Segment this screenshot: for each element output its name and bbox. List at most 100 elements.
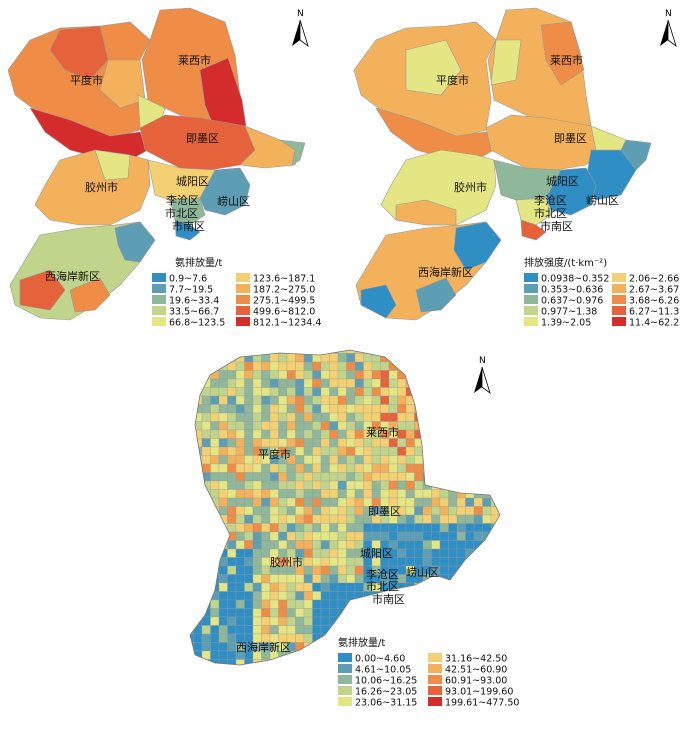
- grid-cell: [303, 497, 313, 507]
- grid-cell: [218, 608, 228, 618]
- grid-cell: [337, 446, 347, 456]
- grid-cell: [482, 523, 492, 533]
- grid-cell: [329, 506, 339, 516]
- grid-cell: [252, 574, 262, 584]
- grid-cell: [329, 455, 339, 465]
- grid-cell: [422, 370, 432, 380]
- grid-cell: [312, 599, 322, 609]
- grid-cell: [448, 608, 458, 618]
- label-laixi: 莱西市: [550, 53, 583, 67]
- label-xihaian: 西海岸新区: [236, 640, 291, 654]
- grid-cell: [269, 353, 279, 363]
- grid-cell: [278, 608, 288, 618]
- grid-cell: [337, 497, 347, 507]
- grid-cell: [269, 429, 279, 439]
- grid-cell: [295, 599, 305, 609]
- grid-cell: [482, 438, 492, 448]
- grid-cell: [261, 608, 271, 618]
- grid-cell: [448, 616, 458, 626]
- legend-label: 31.16~42.50: [445, 654, 507, 665]
- grid-cell: [354, 582, 364, 592]
- grid-cell: [473, 531, 483, 541]
- grid-cell: [499, 472, 500, 482]
- grid-cell: [439, 353, 449, 363]
- grid-cell: [456, 582, 466, 592]
- grid-cell: [235, 608, 245, 618]
- grid-cell: [405, 599, 415, 609]
- grid-cell: [422, 350, 432, 354]
- grid-cell: [473, 421, 483, 431]
- grid-cell: [235, 514, 245, 524]
- grid-cell: [312, 574, 322, 584]
- grid-cell: [465, 506, 475, 516]
- grid-cell: [303, 463, 313, 473]
- grid-cell: [303, 429, 313, 439]
- grid-cell: [473, 625, 483, 635]
- grid-cell: [269, 412, 279, 422]
- grid-cell: [218, 642, 228, 652]
- grid-cell: [337, 548, 347, 558]
- grid-cell: [431, 633, 441, 643]
- grid-cell: [201, 591, 211, 601]
- legend-label: 11.4~62.2: [629, 318, 679, 329]
- grid-cell: [261, 404, 271, 414]
- grid-cell: [320, 582, 330, 592]
- grid-cell: [405, 557, 415, 567]
- grid-cell: [201, 531, 211, 541]
- grid-cell: [252, 659, 262, 665]
- legend-label: 0.353~0.636: [541, 285, 603, 296]
- grid-cell: [227, 506, 237, 516]
- grid-cell: [473, 404, 483, 414]
- grid-cell: [312, 616, 322, 626]
- grid-cell: [303, 514, 313, 524]
- grid-cell: [431, 421, 441, 431]
- grid-cell: [482, 625, 492, 635]
- grid-cell: [473, 429, 483, 439]
- grid-cell: [286, 350, 296, 354]
- grid-cell: [193, 625, 203, 635]
- grid-cell: [465, 350, 475, 354]
- grid-cell: [303, 599, 313, 609]
- grid-cell: [414, 531, 424, 541]
- grid-cell: [235, 438, 245, 448]
- grid-cell: [320, 395, 330, 405]
- grid-cell: [295, 361, 305, 371]
- grid-cell: [490, 633, 500, 643]
- grid-cell: [397, 523, 407, 533]
- grid-cell: [380, 455, 390, 465]
- grid-cell: [456, 540, 466, 550]
- grid-cell: [388, 642, 398, 652]
- grid-cell: [210, 438, 220, 448]
- grid-cell: [252, 489, 262, 499]
- grid-cell: [363, 455, 373, 465]
- grid-cell: [405, 404, 415, 414]
- grid-cell: [201, 438, 211, 448]
- grid-cell: [337, 438, 347, 448]
- grid-cell: [490, 608, 500, 618]
- grid-cell: [354, 625, 364, 635]
- grid-map-panel: 平度市 莱西市 即墨区 胶州市 城阳区 李沧区 崂山区 市北区 市南区 西海岸新…: [160, 345, 532, 736]
- grid-cell: [201, 370, 211, 380]
- label-chengyang: 城阳区: [360, 547, 393, 560]
- label-chengyang: 城阳区: [176, 175, 209, 188]
- grid-cell: [439, 463, 449, 473]
- grid-cell: [380, 446, 390, 456]
- grid-cell: [278, 497, 288, 507]
- grid-cell: [346, 421, 356, 431]
- grid-cell: [252, 412, 262, 422]
- label-shibei: 市北区: [165, 206, 198, 220]
- grid-cell: [252, 350, 262, 354]
- grid-cell: [354, 361, 364, 371]
- grid-cell: [244, 489, 254, 499]
- grid-cell: [337, 591, 347, 601]
- grid-cell: [235, 557, 245, 567]
- grid-cell: [346, 540, 356, 550]
- grid-cell: [405, 353, 415, 363]
- label-jimo: 即墨区: [186, 132, 219, 145]
- grid-cell: [473, 497, 483, 507]
- grid-cell: [329, 616, 339, 626]
- grid-cell: [456, 421, 466, 431]
- grid-cell: [295, 350, 305, 354]
- grid-cell: [320, 599, 330, 609]
- grid-cell: [431, 642, 441, 652]
